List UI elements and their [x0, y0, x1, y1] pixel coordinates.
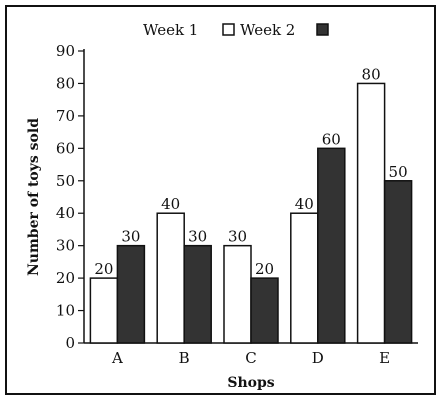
data-label-week1-B: 40 — [161, 195, 180, 213]
bar-week2-C — [250, 277, 279, 344]
bar-week1-A — [89, 277, 119, 344]
legend-swatch-week2 — [316, 23, 329, 36]
y-tick-label: 50 — [56, 172, 75, 190]
y-tick-label: 30 — [56, 237, 75, 255]
y-tick-label: 60 — [56, 139, 75, 157]
bar-week2-E — [383, 180, 413, 344]
y-tick-label: 20 — [56, 269, 75, 287]
y-tick-label: 90 — [56, 42, 75, 60]
x-tick-label: E — [379, 349, 390, 367]
x-tick-label: A — [111, 349, 123, 367]
y-tick-label: 40 — [56, 204, 75, 222]
x-tick-label: D — [312, 349, 324, 367]
bar-week1-D — [290, 212, 319, 344]
x-axis-title: Shops — [227, 375, 274, 391]
bar-week1-E — [356, 82, 386, 344]
bar-week1-C — [223, 244, 252, 344]
legend-label-week1: Week 1 — [143, 21, 198, 39]
bar-week2-D — [317, 147, 346, 344]
data-label-week2-B: 30 — [188, 228, 207, 246]
x-tick-label: B — [179, 349, 190, 367]
data-label-week1-D: 40 — [295, 195, 314, 213]
data-label-week2-C: 20 — [255, 260, 274, 278]
data-label-week2-E: 50 — [389, 163, 408, 181]
data-label-week2-A: 30 — [121, 228, 140, 246]
y-tick-label: 0 — [65, 334, 75, 352]
y-tick-label: 70 — [56, 107, 75, 125]
data-labels: 20 30 40 30 30 20 40 60 80 50 — [94, 65, 407, 278]
legend-swatch-week1 — [222, 23, 235, 36]
bar-week1-B — [156, 212, 185, 344]
data-label-week1-E: 80 — [362, 65, 381, 83]
data-label-week1-C: 30 — [228, 228, 247, 246]
bar-week2-B — [183, 244, 212, 344]
x-tick-label: C — [245, 349, 256, 367]
bar-week2-A — [116, 244, 146, 344]
y-tick-label: 80 — [56, 74, 75, 92]
y-axis-title: Number of toys sold — [26, 118, 42, 276]
y-tick-label: 10 — [56, 302, 75, 320]
legend: Week 1 Week 2 — [143, 21, 329, 39]
data-label-week1-A: 20 — [94, 260, 113, 278]
legend-label-week2: Week 2 — [240, 21, 295, 39]
data-label-week2-D: 60 — [322, 130, 341, 148]
bars — [89, 82, 413, 344]
